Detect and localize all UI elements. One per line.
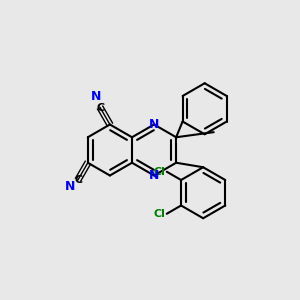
Text: C: C xyxy=(96,103,104,112)
Text: C: C xyxy=(74,175,82,184)
Text: Cl: Cl xyxy=(153,209,165,219)
Text: N: N xyxy=(91,90,102,103)
Text: Cl: Cl xyxy=(153,167,165,177)
Text: N: N xyxy=(149,118,159,131)
Text: N: N xyxy=(64,180,75,193)
Text: N: N xyxy=(149,169,159,182)
